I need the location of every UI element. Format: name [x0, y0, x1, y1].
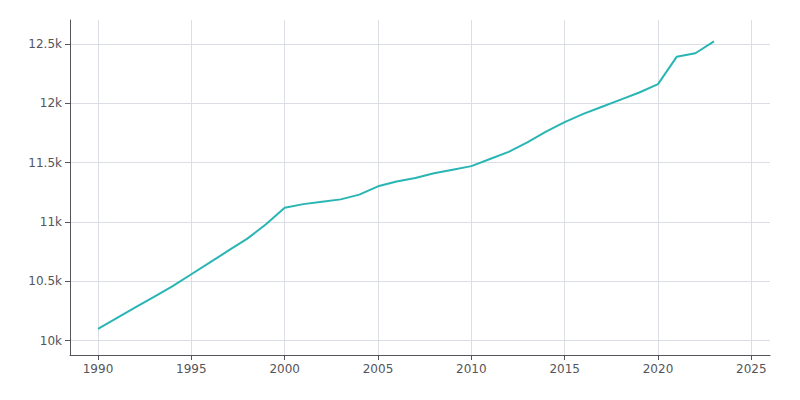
svg-text:2000: 2000 — [269, 362, 300, 376]
svg-text:1995: 1995 — [176, 362, 207, 376]
svg-text:1990: 1990 — [83, 362, 114, 376]
svg-text:2020: 2020 — [643, 362, 674, 376]
svg-text:12.5k: 12.5k — [28, 37, 62, 51]
svg-text:11k: 11k — [40, 215, 62, 229]
svg-text:12k: 12k — [40, 96, 62, 110]
svg-text:2015: 2015 — [549, 362, 580, 376]
svg-text:2010: 2010 — [456, 362, 487, 376]
svg-text:10.5k: 10.5k — [28, 274, 62, 288]
svg-text:2025: 2025 — [736, 362, 767, 376]
svg-text:2005: 2005 — [363, 362, 394, 376]
svg-text:11.5k: 11.5k — [28, 156, 62, 170]
svg-text:10k: 10k — [40, 334, 62, 348]
